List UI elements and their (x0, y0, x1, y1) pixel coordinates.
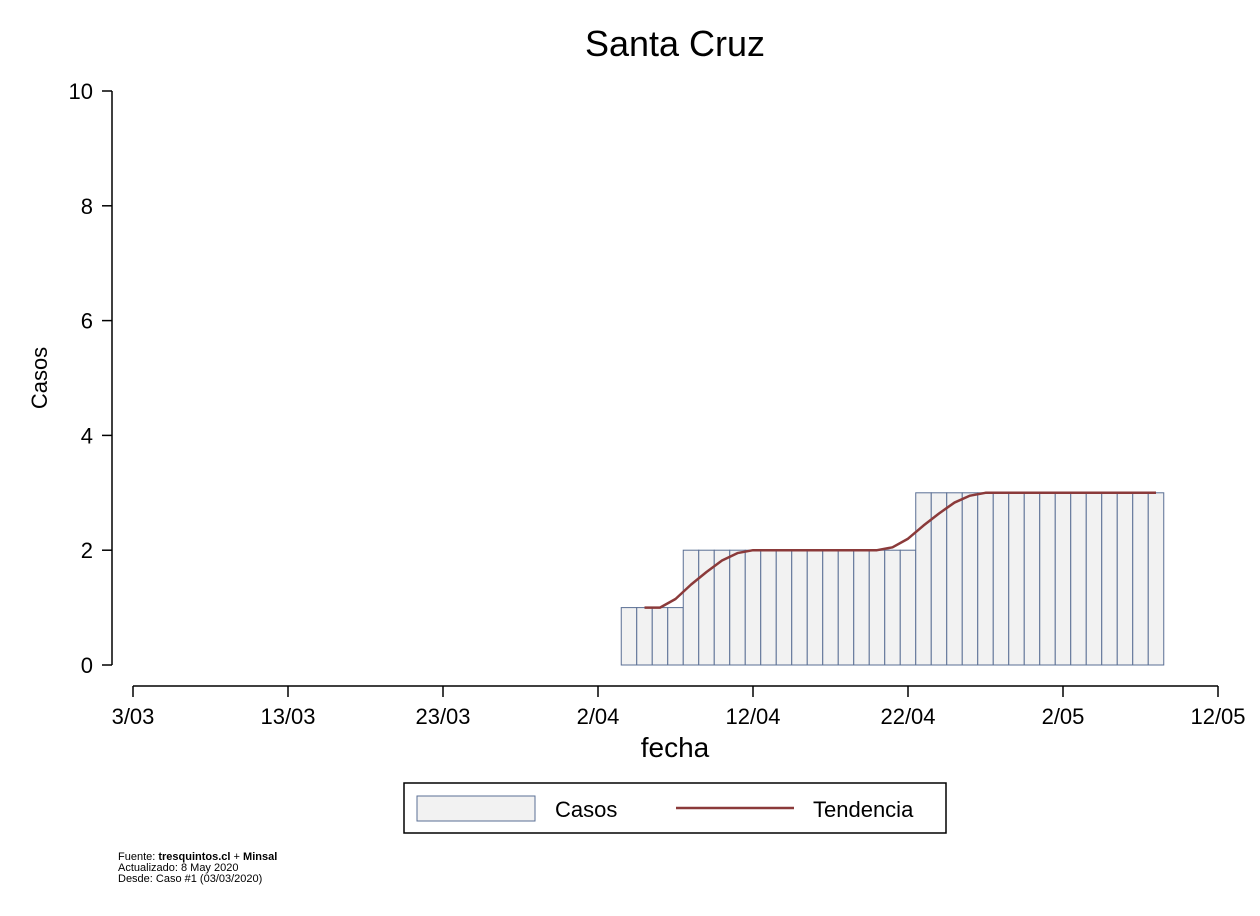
bar-series-casos (620, 492, 1165, 666)
bar-2020-04-05 (636, 607, 653, 666)
source-site: tresquintos.cl (158, 851, 231, 863)
x-tick-label-0: 3/03 (112, 704, 155, 729)
bar-2020-05-04 (1085, 492, 1103, 666)
bar-2020-05-03 (1070, 492, 1087, 666)
bar-2020-04-28 (992, 492, 1010, 666)
source-plus: + (230, 851, 244, 863)
x-tick-label-2: 23/03 (415, 704, 470, 729)
bar-2020-04-20 (868, 549, 886, 666)
bar-2020-04-25 (946, 492, 963, 666)
y-tick-label-10: 10 (69, 79, 93, 104)
bar-2020-05-02 (1054, 492, 1072, 666)
bar-2020-04-26 (961, 492, 979, 666)
line-series-tendencia (644, 491, 1156, 609)
x-tick-label-1: 13/03 (260, 704, 315, 729)
legend: Casos Tendencia (403, 782, 947, 834)
bar-2020-04-11 (729, 549, 746, 666)
bar-2020-05-01 (1039, 492, 1056, 666)
bar-2020-04-06 (651, 607, 669, 666)
source-prefix: Fuente: (118, 851, 159, 863)
y-tick-label-0: 0 (81, 653, 93, 678)
bar-2020-04-17 (822, 549, 839, 666)
bar-2020-04-23 (915, 492, 932, 666)
y-tick-label-6: 6 (81, 309, 93, 334)
bar-2020-04-08 (682, 549, 700, 666)
bar-2020-05-06 (1116, 492, 1134, 666)
updated-line: Actualizado: 8 May 2020 (118, 862, 239, 874)
x-axis-title: fecha (641, 732, 710, 763)
y-tick-label-2: 2 (81, 538, 93, 563)
y-axis-ticks: 0 2 4 6 8 10 (69, 79, 112, 678)
bar-2020-04-12 (744, 549, 762, 666)
bar-2020-04-29 (1008, 492, 1025, 666)
bar-2020-04-15 (791, 549, 808, 666)
x-tick-label-6: 2/05 (1042, 704, 1085, 729)
chart-title: Santa Cruz (585, 23, 765, 64)
source-note: Fuente: tresquintos.cl + Minsal Actualiz… (118, 852, 277, 885)
since-line: Desde: Caso #1 (03/03/2020) (118, 873, 263, 885)
legend-swatch-casos (416, 795, 536, 822)
x-tick-label-3: 2/04 (577, 704, 620, 729)
x-axis-ticks: 3/03 13/03 23/03 2/04 12/04 22/04 2/05 12/05 (112, 686, 1246, 729)
legend-label-tendencia: Tendencia (813, 797, 914, 822)
bar-2020-04-19 (853, 549, 870, 666)
bar-2020-04-22 (899, 549, 917, 666)
bar-2020-04-30 (1023, 492, 1041, 666)
bar-2020-04-04 (620, 607, 638, 666)
source-org: Minsal (243, 851, 278, 863)
bar-2020-05-05 (1101, 492, 1118, 666)
bar-2020-04-21 (884, 549, 901, 666)
source-line: Fuente: tresquintos.cl + Minsal (118, 852, 277, 863)
y-axis-title: Casos (27, 347, 52, 409)
x-tick-label-5: 22/04 (880, 704, 935, 729)
bar-2020-04-27 (977, 492, 994, 666)
legend-label-casos: Casos (555, 797, 617, 822)
bar-2020-04-18 (837, 549, 855, 666)
y-tick-label-4: 4 (81, 423, 93, 448)
x-tick-label-4: 12/04 (725, 704, 780, 729)
bar-2020-04-16 (806, 549, 824, 666)
bar-2020-05-07 (1132, 492, 1149, 666)
bar-2020-04-13 (760, 549, 777, 666)
x-tick-label-7: 12/05 (1190, 704, 1245, 729)
bar-2020-04-10 (713, 549, 731, 666)
bar-2020-04-14 (775, 549, 793, 666)
bar-2020-04-07 (667, 607, 684, 666)
trend-line (644, 491, 1156, 609)
bar-2020-05-08 (1147, 492, 1165, 666)
y-tick-label-8: 8 (81, 194, 93, 219)
